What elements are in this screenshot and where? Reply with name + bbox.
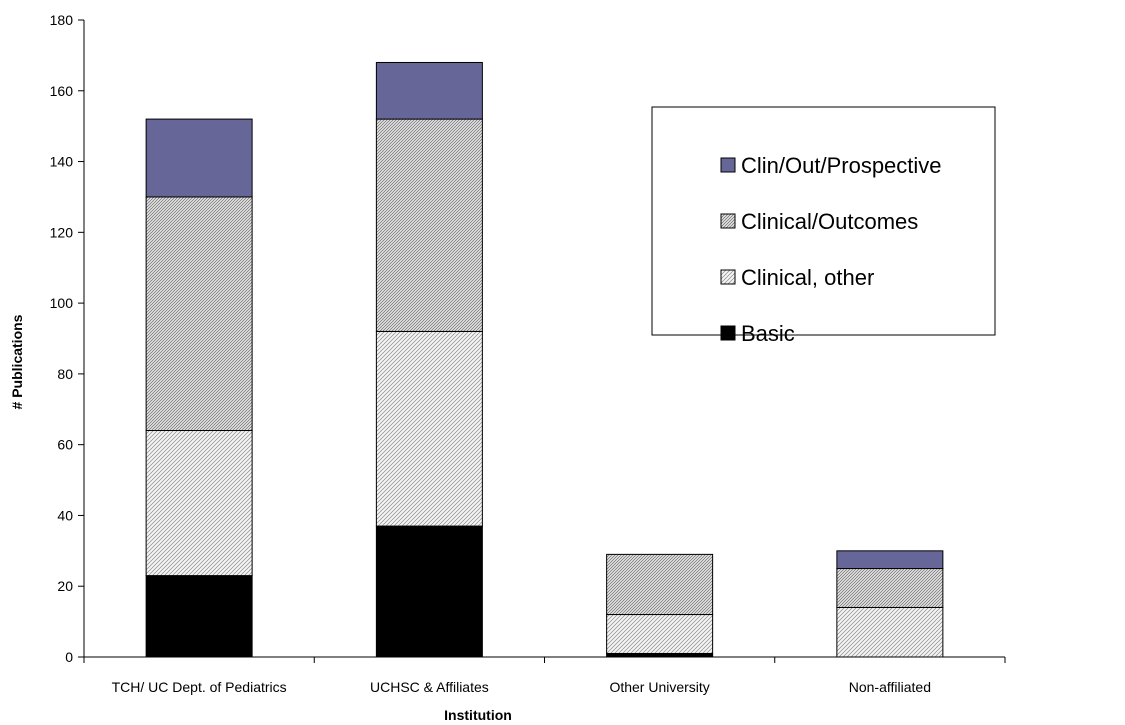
bar-segment — [606, 614, 714, 654]
x-axis-title: Institution — [444, 707, 512, 723]
legend-swatch — [720, 213, 736, 229]
x-tick-labels: TCH/ UC Dept. of Pediatrics UCHSC & Affil… — [112, 679, 931, 695]
bar-segment — [836, 550, 944, 570]
legend-label: Clinical, other — [741, 265, 874, 290]
legend-swatch — [720, 157, 736, 173]
y-tick-label: 120 — [50, 224, 74, 240]
bar-segment — [145, 430, 253, 577]
bar-segment — [145, 118, 253, 198]
y-tick-labels: 0 20 40 60 80 100 120 140 160 180 — [50, 12, 74, 665]
legend-swatch — [720, 325, 736, 341]
bar-segment — [375, 118, 483, 332]
bar-segment — [606, 553, 714, 616]
y-tick-label: 180 — [50, 12, 74, 28]
y-tick-label: 60 — [57, 437, 73, 453]
legend-box — [651, 106, 996, 336]
y-tick-label: 80 — [57, 366, 73, 382]
legend: Clin/Out/Prospective Clinical/Outcomes Cli… — [651, 106, 996, 346]
x-tick-label: Other University — [609, 679, 709, 695]
y-tick-label: 20 — [57, 578, 73, 594]
y-axis-title: # Publications — [9, 314, 25, 409]
legend-label: Clinical/Outcomes — [741, 209, 918, 234]
y-tick-label: 160 — [50, 83, 74, 99]
y-tick-label: 0 — [65, 649, 73, 665]
bar-segment — [836, 568, 944, 608]
y-tick-label: 100 — [50, 295, 74, 311]
bar-segment — [145, 196, 253, 432]
bar-segment — [375, 330, 483, 527]
bar-segment — [836, 606, 944, 658]
bar-segment — [375, 525, 483, 658]
x-tick-label: Non-affiliated — [849, 679, 931, 695]
bars — [145, 61, 944, 658]
x-tick-label: TCH/ UC Dept. of Pediatrics — [112, 679, 287, 695]
y-tick-label: 140 — [50, 154, 74, 170]
legend-swatch — [720, 269, 736, 285]
x-tick-label: UCHSC & Affiliates — [370, 679, 489, 695]
y-tick-label: 40 — [57, 507, 73, 523]
legend-label: Clin/Out/Prospective — [741, 153, 942, 178]
bar-segment — [606, 652, 714, 658]
bar-segment — [145, 575, 253, 658]
bar-segment — [375, 61, 483, 120]
legend-label: Basic — [741, 321, 795, 346]
